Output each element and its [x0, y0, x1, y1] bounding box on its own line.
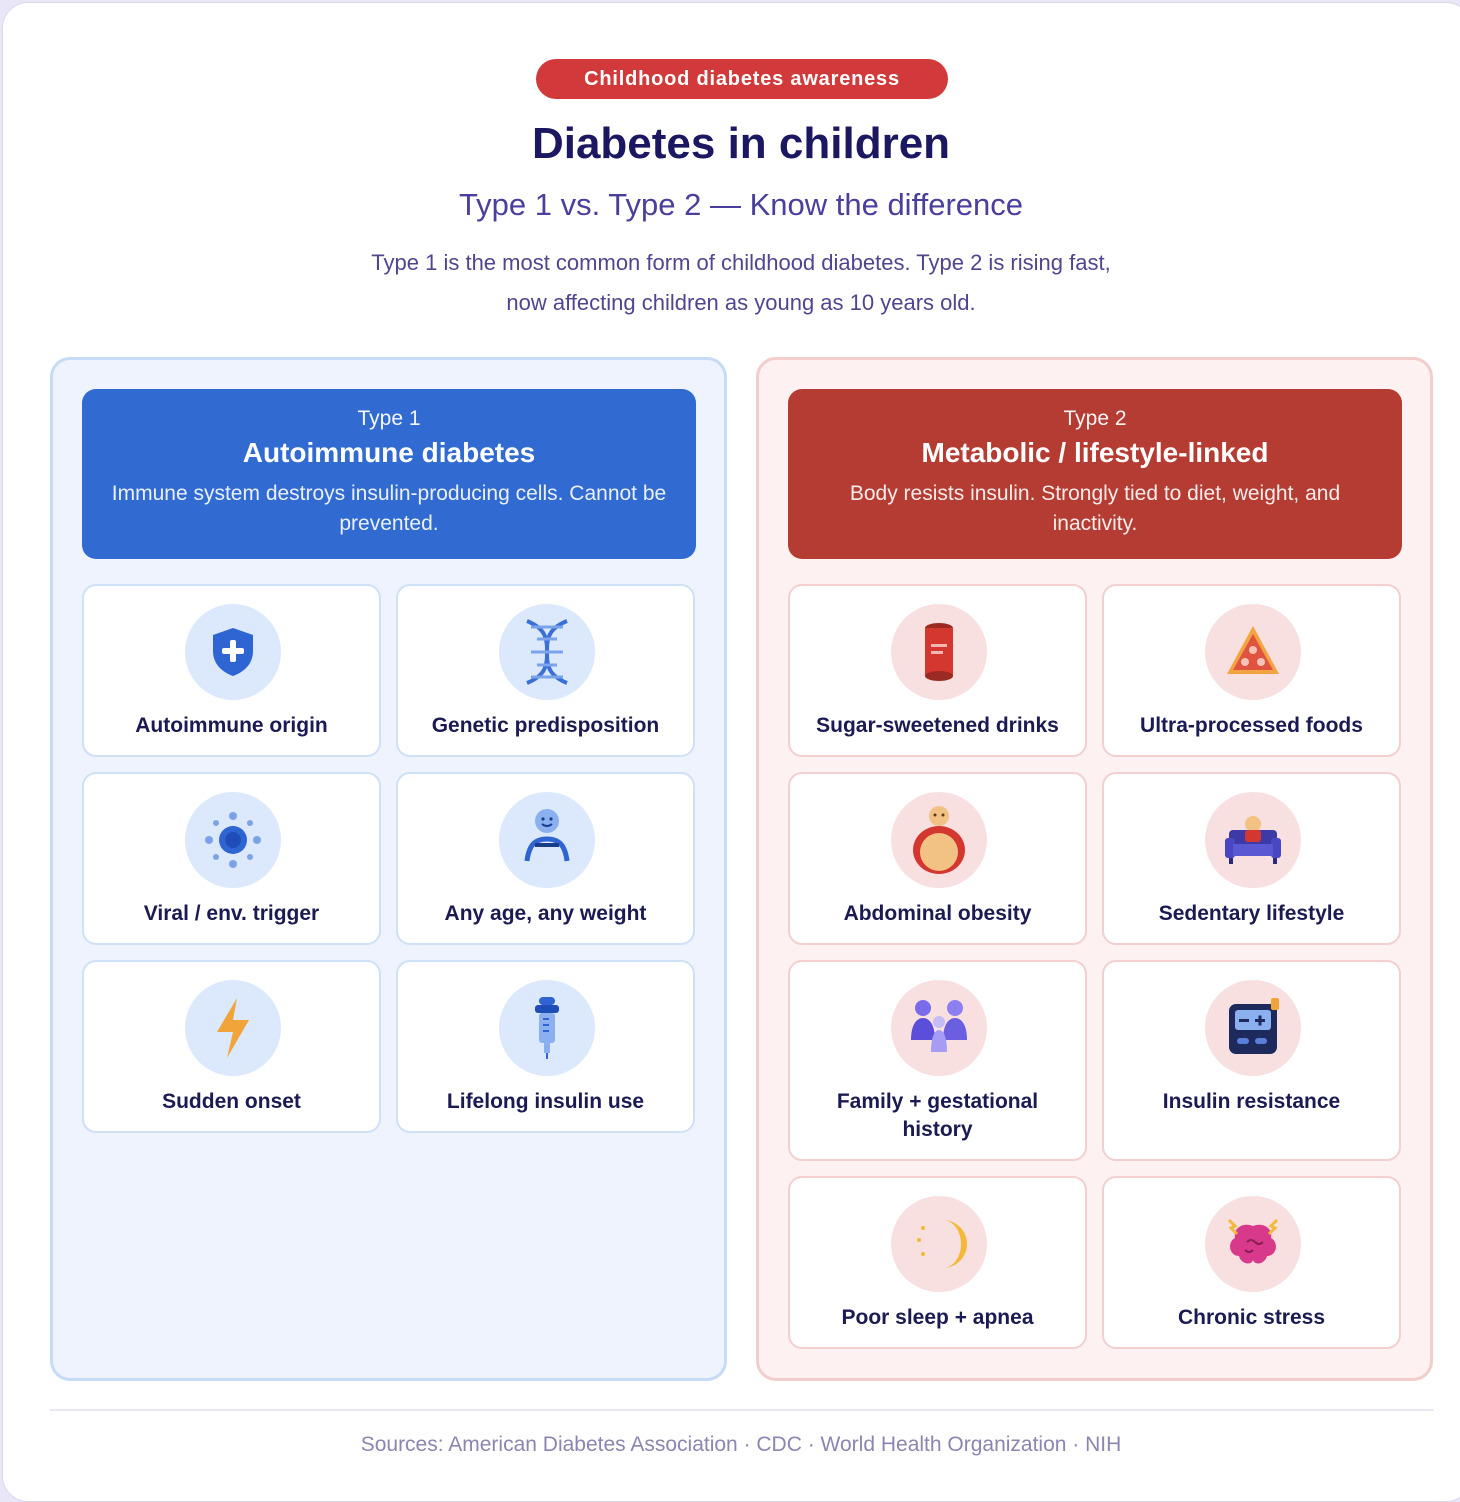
intro-line-1: Type 1 is the most common form of childh… [371, 250, 1111, 275]
card-label: Viral / env. trigger [143, 902, 320, 925]
card-viral-trigger: Viral / env. trigger [82, 772, 381, 945]
type1-kicker: Type 1 [357, 407, 421, 430]
card-sugar-drinks: Sugar-sweetened drinks [788, 584, 1087, 757]
card-label: Any age, any weight [444, 902, 647, 925]
card-genetic-predisposition: Genetic predisposition [396, 584, 695, 757]
card-insulin-resistance: Insulin resistance [1102, 960, 1401, 1161]
card-label: Family + gestational history [836, 1090, 1039, 1141]
child-icon [499, 792, 595, 888]
page-subtitle: Type 1 vs. Type 2 — Know the difference [458, 187, 1024, 222]
card-abdominal-obesity: Abdominal obesity [788, 772, 1087, 945]
glucose-meter-icon [1205, 980, 1301, 1076]
intro-line-2: now affecting children as young as 10 ye… [506, 290, 976, 315]
card-any-age: Any age, any weight [396, 772, 695, 945]
stressed-brain-icon [1205, 1196, 1301, 1292]
awareness-badge: Childhood diabetes awareness [536, 59, 948, 99]
card-chronic-stress: Chronic stress [1102, 1176, 1401, 1349]
type2-kicker: Type 2 [1063, 407, 1127, 430]
dna-icon [499, 604, 595, 700]
card-label: Sugar-sweetened drinks [816, 714, 1059, 737]
virus-icon [185, 792, 281, 888]
card-label: Lifelong insulin use [446, 1090, 645, 1113]
card-label: Sudden onset [162, 1090, 301, 1113]
page-title: Diabetes in children [531, 119, 951, 168]
shield-plus-icon [185, 604, 281, 700]
card-label: Sedentary lifestyle [1158, 902, 1345, 925]
type1-panel: Type 1 Autoimmune diabetes Immune system… [50, 357, 727, 1381]
card-label: Poor sleep + apnea [841, 1306, 1034, 1329]
divider [50, 1409, 1434, 1411]
sources-footer: Sources: American Diabetes Association ·… [360, 1433, 1122, 1456]
lightning-icon [185, 980, 281, 1076]
pizza-slice-icon [1205, 604, 1301, 700]
type2-description: Body resists insulin. Strongly tied to d… [849, 482, 1341, 535]
card-label: Genetic predisposition [431, 714, 660, 737]
card-label: Abdominal obesity [843, 902, 1032, 925]
card-ultra-processed: Ultra-processed foods [1102, 584, 1401, 757]
card-sedentary: Sedentary lifestyle [1102, 772, 1401, 945]
card-label: Chronic stress [1177, 1306, 1326, 1329]
intro-text: Type 1 is the most common form of childh… [333, 243, 1149, 323]
card-family-history: Family + gestational history [788, 960, 1087, 1161]
type1-description: Immune system destroys insulin-producing… [111, 482, 667, 535]
family-icon [891, 980, 987, 1076]
type2-name: Metabolic / lifestyle-linked [921, 437, 1269, 468]
type2-header: Type 2 Metabolic / lifestyle-linked Body… [788, 389, 1402, 559]
card-autoimmune-origin: Autoimmune origin [82, 584, 381, 757]
moon-icon [891, 1196, 987, 1292]
type1-name: Autoimmune diabetes [242, 437, 536, 468]
card-lifelong-insulin: Lifelong insulin use [396, 960, 695, 1133]
card-label: Insulin resistance [1162, 1090, 1341, 1113]
insulin-pen-icon [499, 980, 595, 1076]
card-sudden-onset: Sudden onset [82, 960, 381, 1133]
type1-header: Type 1 Autoimmune diabetes Immune system… [82, 389, 696, 559]
obesity-icon [891, 792, 987, 888]
card-poor-sleep: Poor sleep + apnea [788, 1176, 1087, 1349]
couch-icon [1205, 792, 1301, 888]
card-label: Ultra-processed foods [1140, 714, 1363, 737]
soda-can-icon [891, 604, 987, 700]
card-label: Autoimmune origin [135, 714, 328, 737]
type2-panel: Type 2 Metabolic / lifestyle-linked Body… [756, 357, 1433, 1381]
